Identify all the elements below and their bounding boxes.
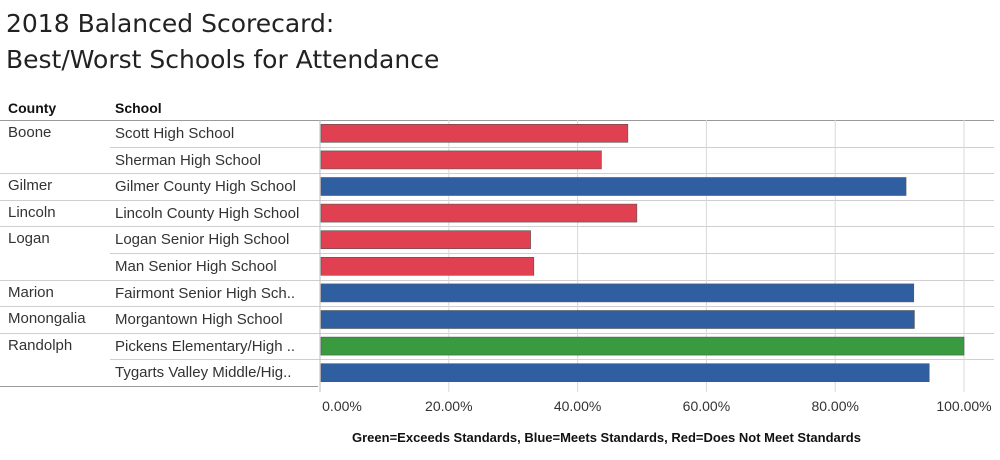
school-label: Scott High School: [115, 125, 235, 142]
county-header: County: [8, 100, 57, 116]
row-divider: [0, 120, 994, 121]
county-label: Randolph: [8, 336, 73, 354]
school-label: Logan Senior High School: [115, 231, 290, 249]
row-divider: [110, 359, 994, 361]
x-tick-label: 60.00%: [683, 398, 730, 414]
school-label: Pickens Elementary/High ..: [115, 337, 296, 355]
county-label: Gilmer: [8, 177, 53, 195]
bar: [320, 283, 915, 303]
row-divider: [0, 199, 994, 201]
chart-title: 2018 Balanced Scorecard: Best/Worst Scho…: [6, 6, 439, 78]
school-label: Man Senior High School: [115, 258, 277, 275]
bar: [320, 177, 907, 196]
county-label: Boone: [8, 124, 52, 141]
x-tick-label: 100.00%: [936, 398, 991, 414]
school-label: Tygarts Valley Middle/Hig..: [115, 364, 292, 382]
row-divider: [0, 386, 318, 387]
bar: [320, 230, 531, 249]
school-label: Lincoln County High School: [115, 204, 300, 222]
row-divider: [0, 332, 994, 334]
bar: [320, 124, 629, 143]
county-label: Marion: [8, 283, 54, 301]
row-divider: [0, 306, 994, 308]
row-divider: [0, 226, 994, 228]
school-label: Sherman High School: [115, 151, 261, 169]
school-label: Fairmont Senior High Sch..: [115, 284, 296, 302]
x-tick-label: 40.00%: [554, 398, 601, 414]
title-line-2: Best/Worst Schools for Attendance: [6, 45, 440, 74]
x-tick-label: 20.00%: [425, 398, 472, 414]
county-label: Lincoln: [8, 203, 56, 221]
x-tick-label: 80.00%: [811, 398, 858, 414]
county-label: Logan: [8, 230, 50, 248]
bar: [320, 150, 602, 170]
row-divider: [0, 173, 994, 175]
title-line-1: 2018 Balanced Scorecard:: [6, 9, 335, 38]
legend-note: Green=Exceeds Standards, Blue=Meets Stan…: [352, 430, 861, 445]
x-tick-label: 0.00%: [322, 398, 362, 414]
school-label: Morgantown High School: [115, 311, 283, 329]
bar: [320, 336, 965, 356]
bar: [320, 203, 638, 223]
bar: [320, 363, 930, 383]
bar: [320, 256, 535, 276]
bar-chart: 0.00% 20.00% 40.00% 60.00% 80.00% 100.00%: [319, 120, 992, 414]
row-divider: [0, 279, 994, 281]
school-header: School: [115, 100, 162, 116]
row-divider: [110, 253, 994, 254]
bar: [320, 310, 915, 329]
row-divider: [110, 146, 994, 148]
school-label: Gilmer County High School: [115, 178, 296, 196]
county-label: Monongalia: [8, 310, 86, 328]
